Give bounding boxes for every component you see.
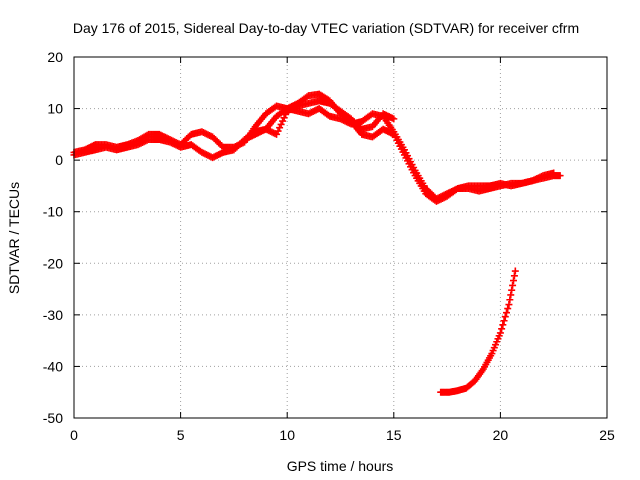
data-point bbox=[279, 117, 287, 125]
data-point bbox=[498, 325, 506, 333]
data-point bbox=[274, 127, 282, 135]
data-point bbox=[280, 114, 288, 122]
x-axis-label: GPS time / hours bbox=[287, 458, 394, 474]
data-point bbox=[509, 281, 517, 289]
data-point bbox=[496, 329, 504, 337]
y-tick-label: -40 bbox=[43, 358, 63, 374]
x-tick-label: 10 bbox=[279, 427, 295, 443]
x-tick-label: 20 bbox=[493, 427, 509, 443]
x-tick-label: 25 bbox=[599, 427, 615, 443]
axis-ticks: 0 5 10 15 20 25 -50 -40 -30 -20 -10 0 10 20 bbox=[43, 49, 615, 443]
data-point bbox=[502, 309, 510, 317]
y-axis-label: SDTVAR / TECUs bbox=[6, 182, 22, 294]
data-point bbox=[507, 291, 515, 299]
series-track-b bbox=[70, 105, 558, 203]
data-point bbox=[390, 115, 398, 123]
x-tick-label: 5 bbox=[177, 427, 185, 443]
y-tick-label: 10 bbox=[47, 101, 63, 117]
series-track-c bbox=[241, 97, 398, 144]
y-tick-label: -10 bbox=[43, 204, 63, 220]
data-point bbox=[506, 296, 514, 304]
y-tick-label: -50 bbox=[43, 410, 63, 426]
plot-frame bbox=[73, 56, 608, 419]
data-point bbox=[556, 172, 564, 180]
x-tick-label: 15 bbox=[386, 427, 402, 443]
data-point bbox=[501, 313, 509, 321]
data-point bbox=[504, 305, 512, 313]
data-point bbox=[508, 286, 516, 294]
data-point bbox=[550, 169, 558, 177]
x-tick-label: 0 bbox=[70, 427, 78, 443]
y-tick-label: -20 bbox=[43, 255, 63, 271]
data-point bbox=[276, 124, 284, 132]
data-point bbox=[277, 120, 285, 128]
series-track-d bbox=[437, 267, 519, 396]
data-markers bbox=[70, 90, 564, 396]
data-point bbox=[500, 317, 508, 325]
chart-title: Day 176 of 2015, Sidereal Day-to-day VTE… bbox=[73, 20, 579, 36]
y-tick-label: 20 bbox=[47, 49, 63, 65]
data-point bbox=[273, 130, 281, 138]
data-point bbox=[509, 277, 517, 285]
data-point bbox=[511, 267, 519, 275]
y-tick-label: 0 bbox=[55, 152, 63, 168]
data-point bbox=[505, 301, 513, 309]
data-point bbox=[282, 110, 290, 118]
data-point bbox=[510, 272, 518, 280]
data-point bbox=[499, 321, 507, 329]
y-tick-label: -30 bbox=[43, 307, 63, 323]
